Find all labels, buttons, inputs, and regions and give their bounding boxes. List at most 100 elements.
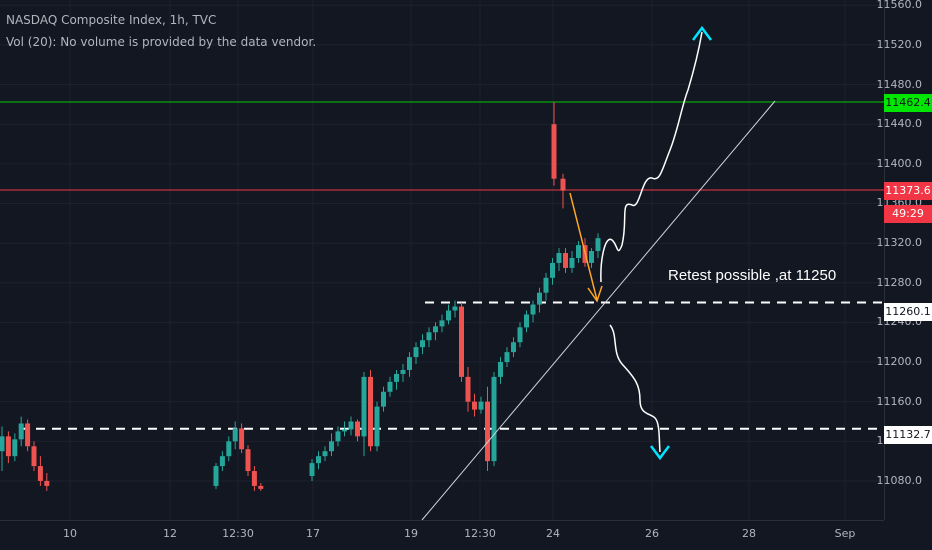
candle-body [329,441,334,452]
time-axis-border [0,520,884,521]
candle-body [0,436,5,452]
candle-body [413,347,419,358]
candle-body [316,456,321,464]
candle-body [537,292,542,305]
candle-body [420,340,425,348]
drawings-layer [421,25,776,521]
candle-body [465,376,471,402]
candle-body [543,277,549,293]
candle-body [394,373,399,382]
candle-body [309,463,315,476]
volume-legend[interactable]: Vol (20): No volume is provided by the d… [6,35,317,49]
candle-body [44,480,50,486]
symbol-legend[interactable]: NASDAQ Composite Index, 1h, TVC [6,13,217,27]
candle-body [595,238,601,252]
price-axis-border [884,0,885,520]
candle-body [381,391,386,407]
time-tick-label: 12 [163,527,177,540]
candle-body [387,381,393,392]
price-tag-11260: 11260.1 [884,303,932,321]
candle-body [322,451,328,457]
candle-body [37,466,43,481]
price-tick-label: 11080.0 [876,473,923,487]
candle-body [446,310,451,321]
price-tick-label: 11560.0 [876,0,923,12]
time-tick-label: Sep [834,527,856,540]
price-tick-label: 11160.0 [876,394,923,408]
candle-body [226,441,232,457]
candle-body [569,257,575,268]
candle-body [511,342,516,353]
projected-down-path [609,324,661,453]
price-tick-label: 11480.0 [876,77,923,91]
candle-body [576,245,581,258]
candle-body [439,320,445,327]
candle-body [374,406,380,447]
candle-body [219,456,225,467]
countdown-tag: 49:29 [884,205,932,223]
time-tick-label: 19 [404,527,418,540]
candle-body [556,253,562,263]
projected-up-path [600,31,703,283]
candle-body [5,436,11,457]
cyan-down-arrowhead [650,445,670,461]
time-tick-label: 24 [546,527,560,540]
price-tag-red: 11373.6 [884,182,932,200]
cyan-up-arrowhead [692,25,712,41]
candle-body [491,376,497,462]
price-tick-label: 11440.0 [876,117,923,131]
candle-body [589,251,594,263]
time-tick-label: 28 [742,527,756,540]
orange-arrowhead [587,285,603,303]
candle-body [517,327,523,343]
candle-body [504,352,510,363]
price-tick-label: 11400.0 [876,156,923,170]
orange-arrow [569,192,598,301]
candle-body [348,421,354,430]
candle-body [258,485,264,489]
candle-body [407,357,412,370]
price-tag-green: 11462.4 [884,94,932,112]
candle-body [530,304,536,315]
candlestick-series [0,102,601,491]
candle-body [31,446,37,467]
price-tick-label: 11320.0 [876,236,923,250]
candle-body [342,429,347,432]
candle-body [368,376,373,447]
candle-body [245,449,251,472]
candle-body [232,428,238,442]
candle-body [18,423,24,440]
price-tick-label: 11520.0 [876,37,923,51]
chart-grid [0,0,884,520]
candle-body [478,401,484,410]
time-tick-label: 12:30 [222,527,254,540]
candle-body [498,362,503,377]
candle-body [335,431,341,442]
candle-body [560,178,566,191]
candle-body [452,306,458,311]
time-tick-label: 26 [645,527,659,540]
retest-annotation[interactable]: Retest possible ,at 11250 [668,267,837,284]
time-tick-label: 12:30 [464,527,496,540]
candle-body [485,401,490,462]
time-tick-label: 17 [306,527,320,540]
candle-body [355,421,360,437]
price-tag-11132: 11132.7 [884,426,932,444]
candle-body [459,306,464,377]
price-tick-label: 11200.0 [876,355,923,369]
price-tick-label: 11280.0 [876,275,923,289]
candle-body [426,332,432,341]
candle-body [213,466,219,486]
candle-body [361,376,367,437]
candle-body [433,326,438,333]
candle-body [551,124,557,179]
candle-body [239,428,245,450]
candle-body [12,439,18,457]
candle-body [25,423,31,447]
candle-body [563,253,568,268]
trend-line [421,100,776,521]
time-tick-label: 10 [63,527,77,540]
candle-body [550,262,555,278]
candle-body [472,401,477,410]
